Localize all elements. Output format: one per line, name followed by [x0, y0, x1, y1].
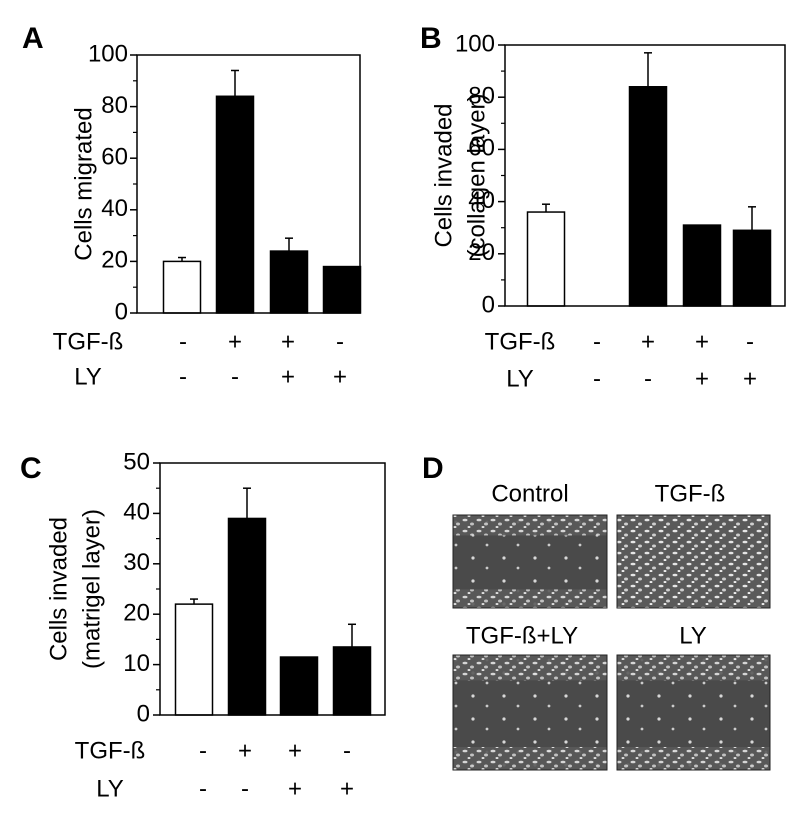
y-axis-label: Cells invaded [45, 517, 72, 661]
condition-sign: - [179, 328, 187, 355]
y-tick-label: 100 [455, 30, 495, 57]
y-tick-label: 20 [468, 239, 495, 266]
y-tick-label: 10 [123, 650, 150, 677]
micrograph-border [452, 514, 608, 609]
y-tick-label: 100 [88, 40, 128, 67]
y-tick-label: 50 [123, 448, 150, 475]
y-tick-label: 30 [123, 549, 150, 576]
panel-label: C [20, 452, 42, 485]
condition-sign: - [241, 775, 249, 802]
condition-sign: + [228, 328, 242, 355]
panel-label: D [422, 452, 444, 485]
condition-sign: - [231, 363, 239, 390]
image-label: LY [679, 622, 707, 649]
condition-name: LY [74, 363, 102, 390]
plot-frame [159, 462, 386, 716]
condition-sign: + [333, 363, 347, 390]
cell-front [453, 655, 607, 681]
y-tick-label: 0 [137, 700, 150, 727]
condition-sign: - [179, 363, 187, 390]
y-tick-label: 40 [123, 499, 150, 526]
micrograph [617, 515, 770, 608]
bar [628, 86, 668, 307]
condition-sign: - [343, 737, 351, 764]
y-axis-label: (collagen layer) [463, 93, 490, 257]
bar [174, 603, 214, 716]
image-label: Control [491, 480, 568, 507]
micrograph-border [616, 514, 771, 609]
cell-front [453, 747, 607, 770]
condition-name: TGF-ß [485, 328, 556, 355]
condition-sign: - [199, 737, 207, 764]
condition-sign: - [199, 775, 207, 802]
condition-sign: + [695, 365, 709, 392]
condition-sign: + [281, 363, 295, 390]
y-tick-label: 20 [101, 247, 128, 274]
condition-sign: - [336, 328, 344, 355]
cell-front [453, 589, 607, 608]
condition-sign: + [281, 328, 295, 355]
y-tick-label: 40 [101, 195, 128, 222]
cell-front [617, 655, 770, 681]
panel-label: A [22, 22, 44, 55]
y-tick-label: 60 [468, 135, 495, 162]
condition-sign: - [746, 328, 754, 355]
image-label: TGF-ß+LY [466, 622, 578, 649]
condition-name: TGF-ß [53, 328, 124, 355]
y-tick-label: 0 [115, 298, 128, 325]
y-axis-label: Cells invaded [430, 103, 457, 247]
y-tick-label: 60 [101, 144, 128, 171]
bar [682, 224, 722, 307]
bar [332, 646, 372, 716]
bar [526, 211, 566, 307]
micrograph-border [616, 654, 771, 771]
bar [215, 95, 255, 314]
condition-sign: + [695, 328, 709, 355]
cell-front [617, 747, 770, 770]
cell-front [453, 515, 607, 536]
plot-frame [136, 54, 361, 314]
y-tick-label: 0 [482, 291, 495, 318]
condition-sign: + [288, 775, 302, 802]
y-tick-label: 80 [101, 92, 128, 119]
condition-sign: - [644, 365, 652, 392]
condition-name: LY [506, 365, 534, 392]
y-tick-label: 20 [123, 600, 150, 627]
condition-sign: - [593, 365, 601, 392]
condition-sign: + [340, 775, 354, 802]
condition-sign: + [641, 328, 655, 355]
micrograph-border [452, 654, 608, 771]
bar [279, 656, 319, 716]
condition-sign: + [288, 737, 302, 764]
plot-frame [504, 44, 786, 307]
panel-label: B [420, 22, 442, 55]
bar [269, 250, 309, 314]
y-axis-label: (matrigel layer) [78, 509, 105, 669]
condition-sign: + [238, 737, 252, 764]
bar [732, 229, 772, 307]
condition-name: LY [96, 775, 124, 802]
condition-name: TGF-ß [75, 737, 146, 764]
condition-sign: - [593, 328, 601, 355]
y-axis-label: Cells migrated [70, 107, 97, 260]
bar [162, 260, 202, 314]
bar [227, 517, 267, 716]
condition-sign: + [743, 365, 757, 392]
y-tick-label: 80 [468, 83, 495, 110]
y-tick-label: 40 [468, 187, 495, 214]
image-label: TGF-ß [655, 480, 726, 507]
bar [322, 265, 362, 314]
